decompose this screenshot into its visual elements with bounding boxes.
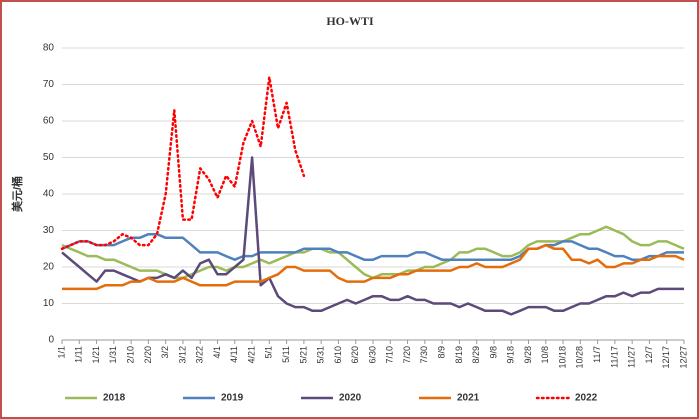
legend-label: 2019 [221,393,244,404]
x-tick-label: 4/21 [246,346,256,364]
x-tick-label: 12/17 [661,346,671,369]
x-tick-label: 6/10 [333,346,343,364]
x-tick-label: 8/9 [436,346,446,359]
y-tick-label: 10 [43,298,55,309]
x-tick-label: 5/21 [298,346,308,364]
x-tick-label: 6/20 [350,346,360,364]
y-tick-label: 60 [43,116,55,127]
x-tick-label: 11/7 [592,346,602,363]
series-line [62,243,685,291]
x-tick-label: 9/18 [506,346,516,364]
x-tick-label: 1/31 [108,346,118,364]
series-line [60,75,306,251]
x-tick-label: 7/10 [385,346,395,364]
x-tick-label: 10/8 [540,346,550,364]
y-tick-label: 30 [43,225,55,236]
x-tick-label: 5/1 [264,346,274,359]
x-tick-label: 11/27 [627,346,637,368]
x-tick-label: 3/12 [177,346,187,364]
x-tick-label: 7/30 [419,346,429,364]
x-tick-label: 4/1 [212,346,222,359]
x-tick-label: 9/28 [523,346,533,364]
x-tick-label: 8/19 [454,346,464,364]
x-tick-label: 1/21 [91,346,101,364]
x-tick-label: 6/30 [367,346,377,364]
x-tick-label: 8/29 [471,346,481,364]
x-tick-label: 2/10 [125,346,135,364]
legend-label: 2020 [339,393,362,404]
y-tick-label: 70 [43,79,55,90]
series-line [61,156,684,316]
series-line [61,232,684,261]
x-tick-label: 10/28 [575,346,585,369]
x-tick-label: 9/8 [488,346,498,359]
x-tick-label: 1/1 [56,346,66,359]
y-tick-label: 40 [43,189,55,200]
x-tick-label: 5/11 [281,346,291,363]
legend-label: 2021 [457,393,480,404]
x-tick-label: 3/2 [160,346,170,359]
chart-title: HO-WTI [326,14,374,28]
x-tick-label: 7/20 [402,346,412,364]
x-tick-label: 12/27 [678,346,688,369]
x-tick-label: 3/22 [195,346,205,364]
x-tick-label: 4/11 [229,346,239,363]
legend-label: 2022 [575,393,598,404]
x-tick-label: 2/20 [143,346,153,364]
x-tick-label: 12/7 [644,346,654,364]
x-tick-label: 11/17 [609,346,619,368]
y-tick-label: 20 [43,262,55,273]
y-tick-label: 0 [48,335,54,346]
y-axis-label: 美元/桶 [10,176,24,212]
x-tick-label: 1/11 [74,346,84,363]
x-tick-label: 10/18 [557,346,567,369]
y-tick-label: 80 [43,43,55,54]
legend-label: 2018 [103,393,126,404]
x-tick-label: 5/31 [316,346,326,364]
y-tick-label: 50 [43,152,55,163]
